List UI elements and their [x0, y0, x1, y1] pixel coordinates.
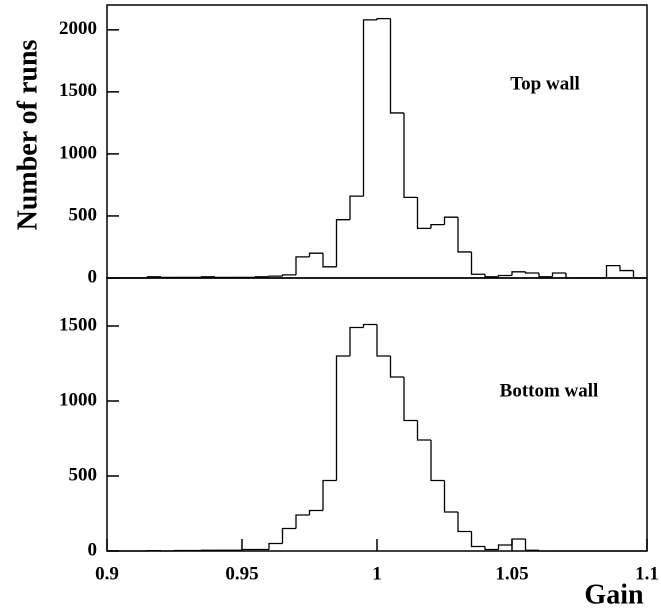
- histogram-bin: [457, 512, 472, 533]
- histogram-bin: [538, 273, 553, 278]
- histogram-bin: [403, 377, 418, 422]
- histogram-bin: [308, 509, 323, 515]
- histogram-bin: [619, 265, 634, 272]
- x-tick-label: 1: [372, 563, 382, 584]
- histogram-bin: [538, 550, 553, 552]
- y-tick-label: 1500: [59, 314, 97, 335]
- histogram-bin: [389, 356, 404, 378]
- histogram-bin: [484, 546, 499, 551]
- plot-frame: [106, 4, 648, 279]
- x-tick-label: 1.05: [495, 563, 528, 584]
- histogram-bin: [281, 274, 296, 277]
- y-tick-label: 0: [88, 539, 98, 560]
- histogram-bin: [416, 197, 431, 230]
- histogram-bin: [362, 323, 377, 328]
- x-axis-label: Gain: [584, 579, 644, 610]
- x-tick-label: 0.9: [95, 563, 119, 584]
- y-tick-label: 1500: [59, 80, 97, 101]
- histogram-bin: [362, 19, 377, 197]
- histogram-bin: [268, 542, 283, 550]
- histogram-bin: [403, 112, 418, 198]
- histogram-bin: [470, 251, 485, 275]
- histogram-bin: [254, 276, 269, 278]
- histogram-bin: [497, 544, 512, 550]
- y-tick-label: 1000: [59, 389, 97, 410]
- histogram-bin: [308, 252, 323, 257]
- histogram-bin: [295, 514, 310, 529]
- histogram-bin: [470, 531, 485, 548]
- histogram-bin: [605, 264, 620, 278]
- histogram-bin: [322, 253, 337, 268]
- histogram-bin: [511, 538, 526, 545]
- histogram-bin: [376, 324, 391, 357]
- y-tick-label: 500: [69, 204, 98, 225]
- annotation: Top wall: [510, 73, 580, 94]
- y-tick-label: 1000: [59, 142, 97, 163]
- histogram-bin: [349, 195, 364, 220]
- x-tick-label: 1.1: [635, 563, 659, 584]
- histogram-bin: [322, 479, 337, 511]
- histogram-bin: [430, 440, 445, 482]
- histogram-bin: [551, 272, 566, 277]
- histogram-bin: [335, 355, 350, 481]
- histogram-bin: [457, 217, 472, 253]
- histogram-bin: [524, 539, 539, 551]
- histogram-bin: [349, 326, 364, 356]
- x-tick-label: 0.95: [225, 563, 258, 584]
- histogram-bin: [497, 274, 512, 277]
- histogram-bin: [430, 223, 445, 229]
- histogram-bin: [281, 527, 296, 544]
- y-tick-label: 0: [88, 266, 98, 287]
- histogram-bin: [241, 548, 256, 551]
- histogram-bin: [443, 216, 458, 225]
- y-tick-label: 2000: [59, 18, 97, 39]
- y-tick-label: 500: [69, 464, 98, 485]
- plot-frame: [106, 277, 648, 552]
- histogram-bin: [632, 270, 647, 279]
- histogram-bin: [511, 271, 526, 276]
- annotation: Bottom wall: [500, 380, 599, 401]
- y-axis-label: Number of runs: [12, 39, 43, 230]
- histogram-bin: [295, 256, 310, 275]
- histogram-bin: [443, 480, 458, 513]
- histogram-bin: [484, 274, 499, 278]
- histogram-bin: [524, 271, 539, 274]
- histogram-bin: [376, 18, 391, 20]
- histogram-bin: [335, 219, 350, 267]
- histogram-bin: [416, 420, 431, 441]
- histogram-bin: [268, 275, 283, 277]
- histogram-bin: [389, 18, 404, 114]
- histogram-bin: [200, 276, 215, 278]
